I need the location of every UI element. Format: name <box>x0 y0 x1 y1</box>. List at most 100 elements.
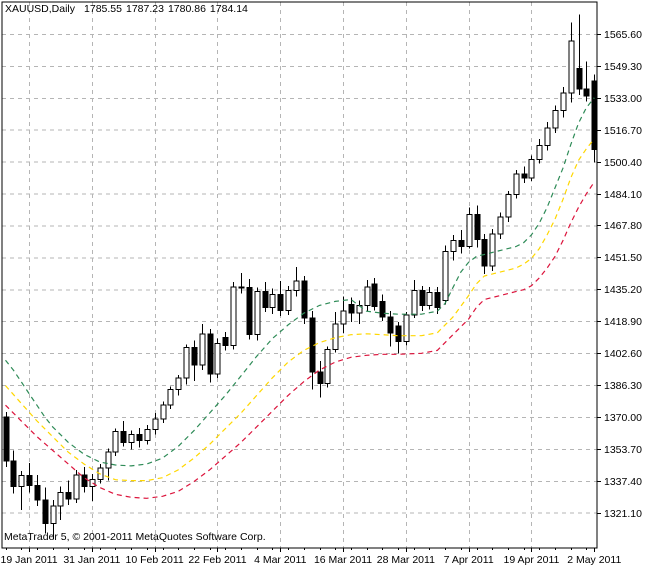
candle-body-bull <box>57 491 64 507</box>
price-tick-label: 1337.40 <box>604 476 642 488</box>
price-tick-label: 1402.60 <box>604 348 642 360</box>
candle-body-bull <box>269 294 276 308</box>
time-tick-label: 16 Mar 2011 <box>314 554 372 566</box>
quote-open: 1785.55 <box>84 3 122 15</box>
candle-body-bear <box>191 346 198 366</box>
candle-body-bull <box>497 216 504 235</box>
lower-dashed-ma-red <box>5 181 595 499</box>
indicator-lines <box>5 97 595 499</box>
candle-body-bull <box>160 404 167 420</box>
candle-body-bear <box>238 286 245 289</box>
candle-body-bull <box>214 343 221 375</box>
candle-body-bear <box>34 485 41 501</box>
candle-body-bull <box>426 292 433 306</box>
candle-body-bear <box>481 239 488 267</box>
candle-body-bull <box>489 233 496 267</box>
candlesticks <box>3 14 597 540</box>
price-tick-label: 1321.10 <box>604 508 642 520</box>
candle-body-bear <box>65 491 72 500</box>
candle-body-bear <box>262 291 269 308</box>
candle-body-bull <box>552 109 559 129</box>
quote-close: 1784.14 <box>209 3 248 15</box>
candle-body-bull <box>183 346 190 379</box>
candle-body-bear <box>222 337 229 347</box>
price-scale[interactable]: 1565.60 1549.30 1533.00 1516.70 1500.40 1484.… <box>597 29 642 520</box>
price-tick-label: 1484.10 <box>604 189 642 201</box>
time-scale[interactable]: 19 Jan 2011 31 Jan 2011 10 Feb 2011 22 Feb … <box>1 548 622 566</box>
candle-body-bull <box>112 431 119 453</box>
candle-body-bull <box>105 451 112 469</box>
candle-body-bear <box>136 434 143 441</box>
candle-body-bear <box>395 325 402 343</box>
time-tick-label: 22 Feb 2011 <box>188 554 246 566</box>
price-tick-label: 1451.50 <box>604 252 642 264</box>
candle-body-bull <box>230 286 237 347</box>
candle-body-bear <box>591 80 597 151</box>
plot-border <box>1 1 598 549</box>
candle-body-bull <box>568 40 575 94</box>
price-tick-label: 1467.80 <box>604 220 642 232</box>
candle-body-bear <box>246 287 253 336</box>
candle-body-bear <box>10 460 17 488</box>
candle-body-bear <box>120 431 127 443</box>
price-tick-label: 1386.30 <box>604 380 642 392</box>
quote-high: 1787.23 <box>125 3 164 15</box>
time-tick-label: 19 Jan 2011 <box>1 554 58 566</box>
quote-low: 1780.86 <box>167 3 206 15</box>
candle-body-bull <box>50 505 57 525</box>
metaquotes-watermark: MetaTrader 5, © 2001-2011 MetaQuotes Sof… <box>4 531 266 543</box>
middle-dashed-ma-yellow <box>5 138 595 482</box>
candle-body-bull <box>442 250 449 301</box>
price-tick-label: 1435.20 <box>604 284 642 296</box>
candle-body-bear <box>387 316 394 334</box>
candle-body-bear <box>434 292 441 308</box>
chart-symbol-period: XAUUSD,Daily <box>5 3 76 15</box>
candle-body-bull <box>505 194 512 218</box>
candle-body-bear <box>3 416 10 462</box>
candle-body-bear <box>301 280 308 319</box>
grid <box>2 2 597 548</box>
price-tick-label: 1549.30 <box>604 61 642 73</box>
candle-body-bull <box>167 389 174 406</box>
price-tick-label: 1500.40 <box>604 157 642 169</box>
candle-body-bull <box>128 434 135 443</box>
price-tick-label: 1353.70 <box>604 444 642 456</box>
time-tick-label: 7 Apr 2011 <box>444 554 494 566</box>
time-tick-label: 19 Apr 2011 <box>504 554 560 566</box>
candle-body-bull <box>450 240 457 252</box>
price-tick-label: 1370.00 <box>604 412 642 424</box>
candle-body-bull <box>324 348 331 385</box>
candle-body-bear <box>317 371 324 385</box>
candle-body-bull <box>285 290 292 311</box>
candle-body-bear <box>26 475 33 487</box>
candle-body-bear <box>521 173 528 179</box>
candle-body-bull <box>560 92 567 111</box>
price-tick-label: 1533.00 <box>604 93 642 105</box>
candle-body-bull <box>73 474 80 500</box>
candle-body-bear <box>583 88 590 97</box>
price-tick-label: 1516.70 <box>604 125 642 137</box>
candle-body-bull <box>144 429 151 441</box>
candle-body-bull <box>513 173 520 196</box>
candle-body-bull <box>254 291 261 336</box>
candle-body-bull <box>411 290 418 316</box>
candle-body-bull <box>199 333 206 366</box>
chart-title: XAUUSD,Daily 1785.55 1787.23 1780.86 1784.14 <box>5 3 252 15</box>
candle-body-bull <box>340 310 347 325</box>
candle-body-bull <box>175 377 182 391</box>
candle-body-bear <box>474 213 481 241</box>
candle-body-bear <box>277 294 284 311</box>
candle-body-bear <box>379 300 386 318</box>
time-tick-label: 10 Feb 2011 <box>126 554 184 566</box>
candle-body-bear <box>576 67 583 90</box>
time-tick-label: 31 Jan 2011 <box>63 554 120 566</box>
candle-body-bear <box>371 283 378 307</box>
candle-body-bull <box>544 127 551 147</box>
candle-body-bull <box>536 145 543 160</box>
candle-body-bull <box>152 418 159 431</box>
upper-dashed-ma-green <box>5 97 595 467</box>
candle-body-bull <box>89 479 96 488</box>
candle-body-bear <box>348 303 355 314</box>
